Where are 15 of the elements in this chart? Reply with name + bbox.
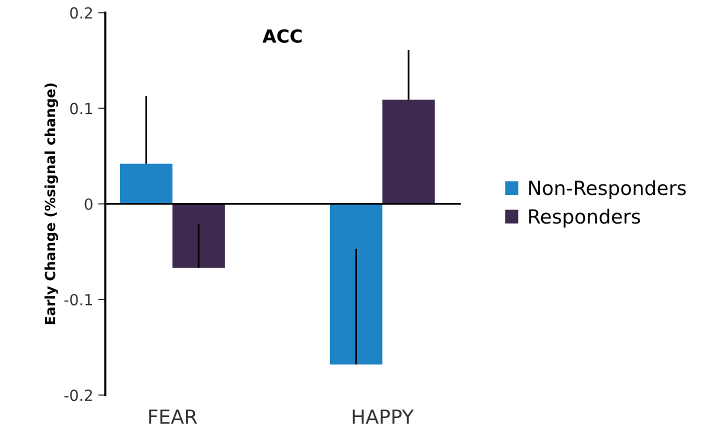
bar — [382, 100, 435, 204]
bar — [330, 204, 382, 364]
y-tick-label: 0.2 — [70, 7, 92, 19]
legend-label: Responders — [529, 208, 640, 228]
y-tick-label: 0.1 — [70, 102, 92, 114]
y-tick-label: -0.2 — [64, 390, 92, 402]
text: ACC — [262, 29, 302, 43]
bar — [120, 164, 172, 204]
y-axis-title: Early Change (%signal change) — [44, 84, 58, 324]
legend-label: Non-Responders — [529, 180, 686, 200]
x-tick-label: FEAR — [149, 410, 198, 424]
x-tick-label: HAPPY — [352, 410, 414, 424]
bar — [172, 204, 225, 268]
y-tick-label: 0 — [84, 198, 92, 210]
y-tick-label: -0.1 — [64, 294, 92, 306]
